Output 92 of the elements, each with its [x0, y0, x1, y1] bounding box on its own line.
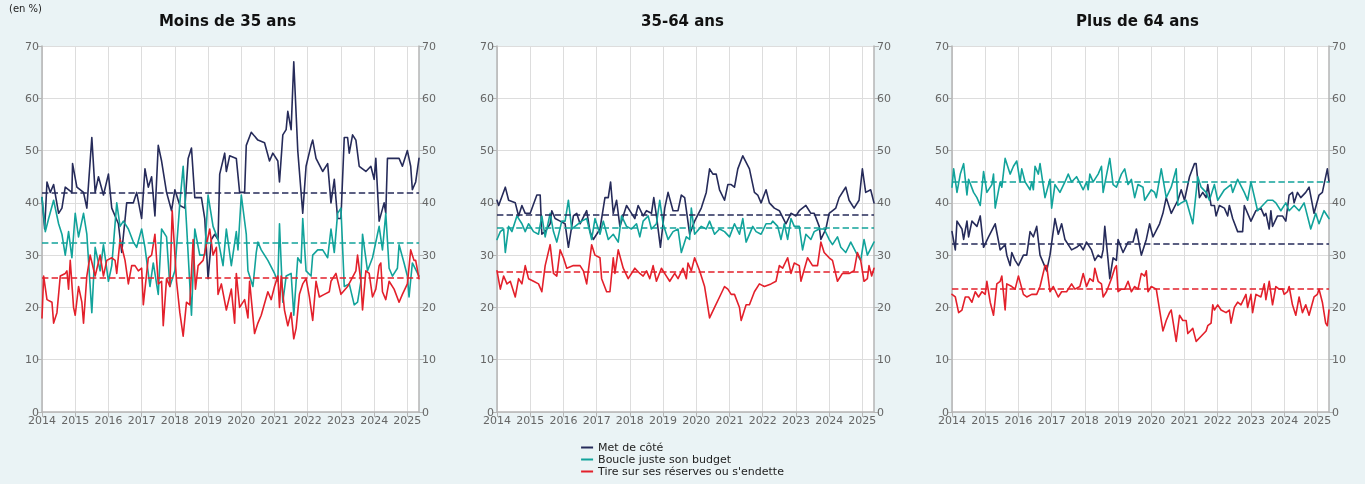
x-tick-label: 2023 — [326, 414, 355, 427]
y2-tick-label: 10 — [877, 353, 891, 367]
x-tick-label: 2024 — [815, 414, 844, 427]
x-tick-label: 2020 — [1137, 414, 1166, 427]
x-tick-label: 2022 — [293, 414, 322, 427]
y2-tick-label: 60 — [877, 91, 891, 105]
y-tick-label: 60 — [935, 91, 949, 105]
x-tick-label: 2019 — [194, 414, 223, 427]
y2-tick-label: 50 — [422, 144, 436, 158]
y2-tick-label: 50 — [877, 144, 891, 158]
y2-tick-label: 30 — [877, 248, 891, 262]
line-series — [41, 60, 420, 280]
x-tick-label: 2015 — [516, 414, 545, 427]
x-tick-label: 2015 — [971, 414, 1000, 427]
line-series — [496, 155, 875, 249]
y2-tick-label: 30 — [1332, 248, 1346, 262]
y2-tick-label: 40 — [1332, 196, 1346, 210]
y-tick-label: 40 — [25, 196, 39, 210]
y-tick-label: 70 — [935, 39, 949, 53]
y-tick-label: 70 — [25, 39, 39, 53]
x-tick-label: 2016 — [94, 414, 123, 427]
y2-tick-label: 20 — [422, 300, 436, 314]
y-tick-label: 10 — [25, 353, 39, 367]
y-tick-label: 20 — [935, 300, 949, 314]
text: (en %) — [9, 2, 43, 14]
y2-tick-label: 20 — [1332, 300, 1346, 314]
x-tick-label: 2021 — [1170, 414, 1199, 427]
x-tick-label: 2017 — [127, 414, 156, 427]
x-tick-label: 2018 — [160, 414, 189, 427]
x-tick-label: 2022 — [1203, 414, 1232, 427]
y2-tick-label: 40 — [877, 196, 891, 210]
y2-tick-label: 10 — [422, 353, 436, 367]
x-tick-label: 2016 — [1004, 414, 1033, 427]
y-tick-label: 50 — [935, 144, 949, 158]
y-tick-label: 10 — [935, 353, 949, 367]
line-series — [951, 162, 1330, 280]
x-tick-label: 2015 — [61, 414, 90, 427]
y2-tick-label: 70 — [1332, 39, 1346, 53]
x-tick-label: 2024 — [360, 414, 389, 427]
y-tick-label: 50 — [25, 144, 39, 158]
y2-tick-label: 60 — [422, 91, 436, 105]
y2-tick-label: 10 — [1332, 353, 1346, 367]
y-tick-label: 10 — [480, 353, 494, 367]
y2-tick-label: 0 — [422, 405, 429, 419]
x-tick-label: 2023 — [781, 414, 810, 427]
y2-tick-label: 70 — [422, 39, 436, 53]
legend-label: Met de côté — [598, 441, 664, 454]
legend-label: Boucle juste son budget — [598, 453, 732, 466]
x-tick-label: 2020 — [682, 414, 711, 427]
x-tick-label: 2017 — [1037, 414, 1066, 427]
x-tick-label: 2025 — [393, 414, 422, 427]
x-tick-label: 2019 — [649, 414, 678, 427]
legend-label: Tire sur ses réserves ou s'endette — [597, 465, 785, 478]
chart-title: 35-64 ans — [641, 11, 725, 30]
y2-tick-label: 40 — [422, 196, 436, 210]
x-tick-label: 2017 — [582, 414, 611, 427]
line-series — [496, 199, 875, 262]
y2-tick-label: 60 — [1332, 91, 1346, 105]
y-tick-label: 20 — [25, 300, 39, 314]
x-tick-label: 2016 — [549, 414, 578, 427]
y-tick-label: 40 — [480, 196, 494, 210]
y-tick-label: 20 — [480, 300, 494, 314]
y2-tick-label: 20 — [877, 300, 891, 314]
x-tick-label: 2025 — [848, 414, 877, 427]
x-tick-label: 2023 — [1236, 414, 1265, 427]
x-tick-label: 2018 — [615, 414, 644, 427]
y2-tick-label: 0 — [1332, 405, 1339, 419]
y-tick-label: 70 — [480, 39, 494, 53]
line-series — [41, 165, 420, 317]
x-tick-label: 2022 — [748, 414, 777, 427]
chart-title: Moins de 35 ans — [158, 11, 297, 30]
y2-tick-label: 30 — [422, 248, 436, 262]
line-series — [951, 264, 1330, 343]
x-tick-label: 2021 — [260, 414, 289, 427]
y-tick-label: 30 — [25, 248, 39, 262]
x-tick-label: 2018 — [1070, 414, 1099, 427]
y-tick-label: 30 — [935, 248, 949, 262]
y-tick-label: 60 — [480, 91, 494, 105]
line-series — [951, 157, 1330, 230]
y2-tick-label: 50 — [1332, 144, 1346, 158]
x-tick-label: 2025 — [1303, 414, 1332, 427]
y2-tick-label: 0 — [877, 405, 884, 419]
y-tick-label: 30 — [480, 248, 494, 262]
y-tick-label: 60 — [25, 91, 39, 105]
x-tick-label: 2019 — [1104, 414, 1133, 427]
y-tick-label: 40 — [935, 196, 949, 210]
x-tick-label: 2024 — [1270, 414, 1299, 427]
y2-tick-label: 70 — [877, 39, 891, 53]
x-tick-label: 2020 — [227, 414, 256, 427]
x-tick-label: 2021 — [715, 414, 744, 427]
y-tick-label: 50 — [480, 144, 494, 158]
chart-title: Plus de 64 ans — [1076, 11, 1200, 30]
